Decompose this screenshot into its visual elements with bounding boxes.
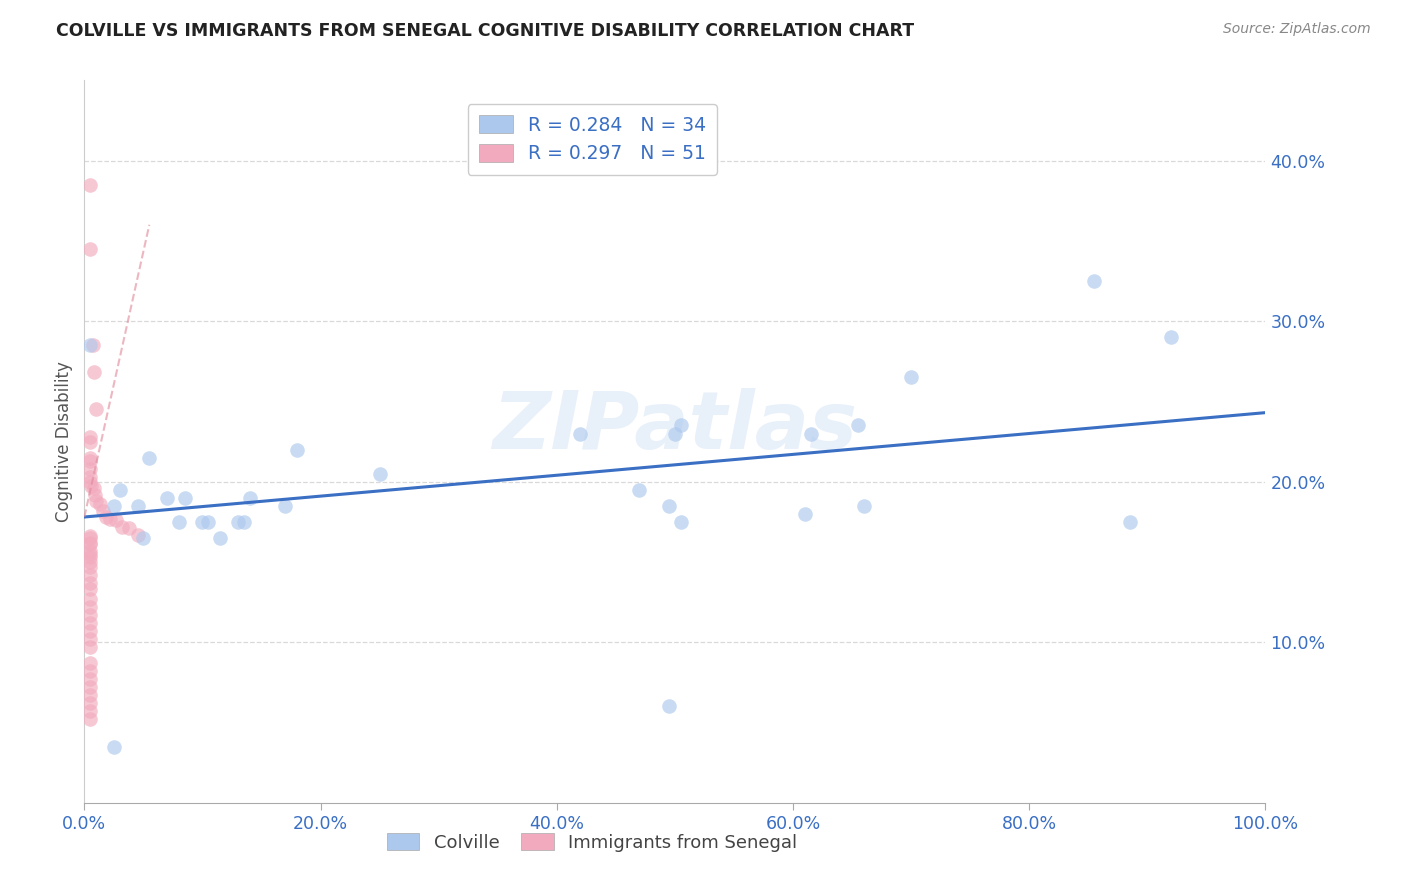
Point bbox=[793, 507, 815, 521]
Point bbox=[79, 575, 101, 590]
Point bbox=[368, 467, 391, 481]
Point bbox=[79, 178, 101, 192]
Point bbox=[569, 426, 592, 441]
Point bbox=[79, 567, 101, 582]
Point bbox=[82, 338, 104, 352]
Point bbox=[84, 494, 107, 508]
Point bbox=[91, 503, 114, 517]
Point bbox=[89, 497, 111, 511]
Point bbox=[79, 450, 101, 465]
Point bbox=[628, 483, 651, 497]
Point bbox=[79, 531, 101, 545]
Text: Source: ZipAtlas.com: Source: ZipAtlas.com bbox=[1223, 22, 1371, 37]
Point bbox=[79, 591, 101, 606]
Point bbox=[79, 535, 101, 549]
Point bbox=[197, 515, 219, 529]
Point bbox=[658, 699, 681, 714]
Point bbox=[83, 366, 105, 380]
Point bbox=[105, 513, 128, 527]
Point bbox=[79, 543, 101, 558]
Point bbox=[103, 499, 125, 513]
Point bbox=[79, 550, 101, 565]
Point bbox=[79, 696, 101, 710]
Point bbox=[79, 672, 101, 686]
Point bbox=[79, 624, 101, 638]
Point bbox=[79, 615, 101, 630]
Point bbox=[79, 664, 101, 678]
Point bbox=[127, 527, 149, 541]
Point bbox=[900, 370, 922, 384]
Point bbox=[79, 680, 101, 694]
Point bbox=[79, 704, 101, 718]
Point bbox=[79, 434, 101, 449]
Point bbox=[1083, 274, 1105, 288]
Y-axis label: Cognitive Disability: Cognitive Disability bbox=[55, 361, 73, 522]
Point bbox=[79, 688, 101, 702]
Point bbox=[118, 521, 141, 535]
Point bbox=[664, 426, 686, 441]
Point bbox=[84, 487, 107, 501]
Point bbox=[108, 483, 131, 497]
Point bbox=[80, 479, 103, 493]
Point bbox=[79, 632, 101, 646]
Point bbox=[111, 519, 134, 533]
Point bbox=[1118, 515, 1140, 529]
Point bbox=[79, 454, 101, 468]
Point bbox=[79, 537, 101, 551]
Point bbox=[669, 515, 692, 529]
Point bbox=[79, 338, 101, 352]
Point bbox=[79, 547, 101, 561]
Point bbox=[79, 470, 101, 484]
Point bbox=[79, 430, 101, 444]
Point bbox=[132, 531, 155, 545]
Point bbox=[79, 656, 101, 670]
Point bbox=[79, 640, 101, 654]
Point bbox=[800, 426, 823, 441]
Point bbox=[98, 511, 121, 525]
Point bbox=[79, 559, 101, 574]
Point bbox=[138, 450, 160, 465]
Point bbox=[103, 739, 125, 754]
Point bbox=[226, 515, 249, 529]
Point bbox=[167, 515, 190, 529]
Point bbox=[1160, 330, 1182, 344]
Point bbox=[239, 491, 262, 505]
Point bbox=[79, 529, 101, 543]
Text: COLVILLE VS IMMIGRANTS FROM SENEGAL COGNITIVE DISABILITY CORRELATION CHART: COLVILLE VS IMMIGRANTS FROM SENEGAL COGN… bbox=[56, 22, 914, 40]
Point bbox=[79, 599, 101, 614]
Point bbox=[79, 712, 101, 726]
Point bbox=[209, 531, 232, 545]
Point bbox=[852, 499, 875, 513]
Point bbox=[79, 462, 101, 476]
Point bbox=[79, 555, 101, 569]
Point bbox=[285, 442, 308, 457]
Point bbox=[232, 515, 254, 529]
Point bbox=[127, 499, 149, 513]
Point bbox=[173, 491, 195, 505]
Point bbox=[669, 418, 692, 433]
Point bbox=[94, 510, 117, 524]
Point bbox=[191, 515, 214, 529]
Text: ZIPatlas: ZIPatlas bbox=[492, 388, 858, 467]
Point bbox=[79, 242, 101, 256]
Point bbox=[83, 481, 105, 495]
Point bbox=[79, 475, 101, 489]
Point bbox=[79, 582, 101, 597]
Point bbox=[846, 418, 869, 433]
Point bbox=[658, 499, 681, 513]
Point bbox=[156, 491, 179, 505]
Point bbox=[274, 499, 297, 513]
Point bbox=[79, 607, 101, 622]
Legend: Colville, Immigrants from Senegal: Colville, Immigrants from Senegal bbox=[380, 826, 804, 859]
Point bbox=[84, 402, 107, 417]
